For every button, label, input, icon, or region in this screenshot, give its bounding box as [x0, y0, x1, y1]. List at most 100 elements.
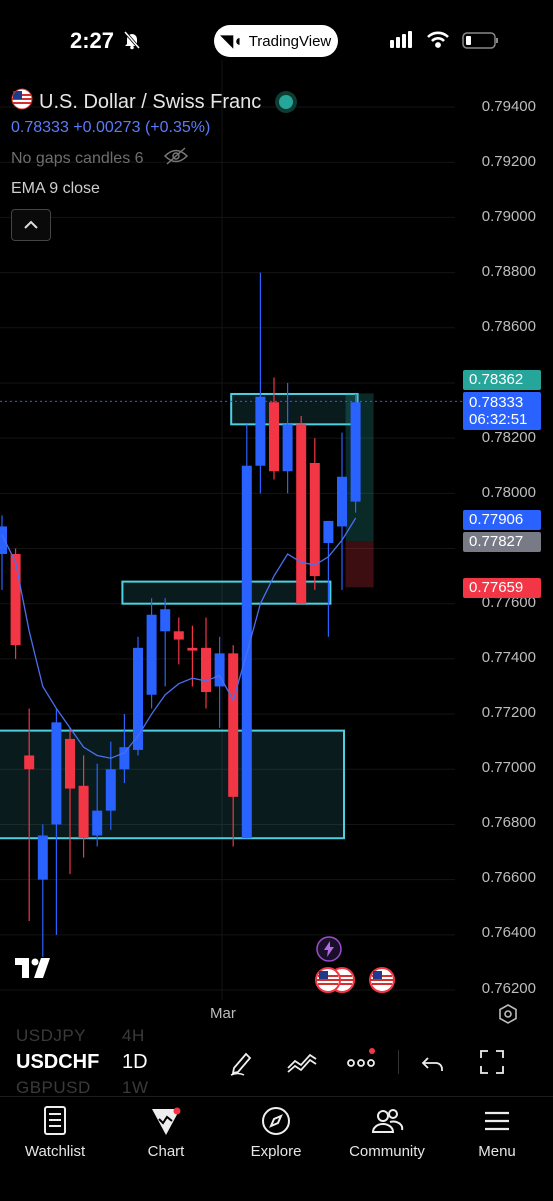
candle-body — [65, 738, 75, 789]
nav-explore[interactable]: Explore — [226, 1105, 326, 1160]
symbol-switcher[interactable]: USDJPY 4H USDCHF 1D GBPUSD 1W — [16, 1026, 216, 1098]
candle-body — [228, 653, 239, 797]
battery-icon — [462, 32, 498, 49]
price-badge-last: 0.78333 06:32:51 — [463, 392, 541, 430]
tradingview-pill[interactable]: ◥◖ TradingView — [214, 25, 338, 57]
candle-body — [24, 755, 35, 770]
symbol-next-name: GBPUSD — [16, 1078, 91, 1097]
bottom-navigation: Watchlist Chart Explore Community Menu — [0, 1096, 553, 1201]
candle-body — [282, 424, 293, 472]
market-open-dot-icon — [279, 95, 294, 109]
symbol-current[interactable]: USDCHF 1D — [16, 1046, 216, 1078]
tradingview-watermark-icon — [15, 958, 55, 985]
last-price: 0.78333 — [11, 119, 69, 136]
axis-label: 0.76200 — [481, 980, 536, 997]
price-badge-ema: 0.77906 — [463, 510, 541, 530]
us-event-flag-icon-2[interactable] — [368, 966, 396, 999]
nav-community-label: Community — [349, 1143, 425, 1160]
candle-body — [173, 631, 184, 640]
eye-hidden-icon[interactable] — [163, 147, 188, 170]
us-event-flag-icon[interactable] — [314, 966, 358, 999]
price-change: +0.00273 — [73, 119, 141, 136]
status-time: 2:27 — [70, 28, 115, 53]
candle-body — [337, 476, 347, 527]
nav-watchlist[interactable]: Watchlist — [5, 1105, 105, 1160]
collapse-legend-button[interactable] — [11, 209, 51, 241]
symbol-name: U.S. Dollar / Swiss Franc — [39, 90, 262, 113]
indicators-icon[interactable] — [286, 1050, 318, 1081]
axis-label: 0.78600 — [481, 318, 536, 335]
signal-icon — [390, 31, 412, 48]
candle-body — [160, 609, 171, 632]
price-chart[interactable] — [0, 0, 553, 1040]
price-change-pct: (+0.35%) — [144, 119, 211, 136]
symbol-current-tf: 1D — [122, 1051, 148, 1073]
time-axis-label: Mar — [210, 1005, 236, 1022]
chart-nav-icon — [152, 1107, 181, 1135]
tradingview-logo-icon: ◥◖ — [220, 33, 243, 50]
more-options-icon[interactable] — [346, 1046, 378, 1079]
nav-watchlist-label: Watchlist — [24, 1143, 86, 1160]
axis-label: 0.76600 — [481, 869, 536, 886]
lightning-event-icon[interactable] — [316, 936, 342, 967]
symbol-prev-name: USDJPY — [16, 1026, 87, 1045]
supply-demand-zone — [230, 392, 359, 426]
axis-label: 0.76800 — [481, 814, 536, 831]
nav-menu-label: Menu — [478, 1143, 516, 1160]
nav-menu[interactable]: Menu — [447, 1105, 547, 1160]
fullscreen-icon[interactable] — [478, 1048, 506, 1081]
candle-body — [350, 402, 361, 502]
nav-explore-label: Explore — [250, 1143, 302, 1160]
wifi-icon — [427, 31, 449, 48]
candle-body — [10, 554, 21, 646]
symbol-prev[interactable]: USDJPY 4H — [16, 1026, 216, 1046]
axis-label: 0.79200 — [481, 153, 536, 170]
chevron-up-icon — [24, 220, 38, 229]
symbol-header[interactable]: U.S. Dollar / Swiss Franc — [11, 88, 294, 116]
gaps-row[interactable]: No gaps candles 6 — [11, 147, 188, 170]
nav-chart-label: Chart — [147, 1143, 185, 1160]
last-price-badge-value: 0.78333 — [469, 394, 524, 411]
axis-label: 0.77200 — [481, 704, 536, 721]
community-icon — [371, 1109, 404, 1133]
watchlist-icon — [44, 1106, 66, 1135]
candle-body — [37, 835, 48, 880]
us-flag-icon — [11, 88, 33, 116]
candle-body — [92, 810, 103, 836]
symbol-next[interactable]: GBPUSD 1W — [16, 1078, 216, 1098]
symbol-prev-tf: 4H — [122, 1026, 145, 1045]
axis-label: 0.77000 — [481, 759, 536, 776]
axis-label: 0.77600 — [481, 594, 536, 611]
price-badge-high: 0.78362 — [463, 370, 541, 390]
axis-label: 0.76400 — [481, 924, 536, 941]
candle-body — [201, 647, 211, 692]
gaps-label: No gaps candles 6 — [11, 149, 144, 167]
tradingview-pill-label: TradingView — [248, 32, 332, 50]
candle-body — [214, 653, 225, 687]
candle-body — [105, 769, 116, 811]
countdown-timer: 06:32:51 — [469, 411, 528, 428]
toolbar-divider — [398, 1050, 399, 1074]
undo-icon[interactable] — [420, 1050, 446, 1081]
chart-settings-icon[interactable] — [497, 1003, 519, 1030]
candle-body — [269, 402, 279, 472]
axis-label: 0.78000 — [481, 484, 536, 501]
position-loss-area — [345, 541, 374, 588]
axis-label: 0.77400 — [481, 649, 536, 666]
nav-chart[interactable]: Chart — [116, 1105, 216, 1160]
price-badge-gray: 0.77827 — [463, 532, 541, 552]
candle-body — [78, 785, 89, 839]
symbol-next-tf: 1W — [122, 1078, 149, 1097]
nav-community[interactable]: Community — [337, 1105, 437, 1160]
axis-label: 0.78200 — [481, 429, 536, 446]
candle-body — [146, 614, 157, 695]
menu-icon — [485, 1111, 509, 1131]
indicator-legend[interactable]: EMA 9 close — [11, 180, 100, 197]
axis-label: 0.79400 — [481, 98, 536, 115]
status-right — [388, 30, 503, 57]
candle-body — [296, 424, 307, 604]
compass-icon — [262, 1107, 290, 1135]
candle-body — [309, 462, 320, 577]
drawing-pen-icon[interactable] — [228, 1048, 256, 1081]
candle-body — [0, 526, 7, 555]
